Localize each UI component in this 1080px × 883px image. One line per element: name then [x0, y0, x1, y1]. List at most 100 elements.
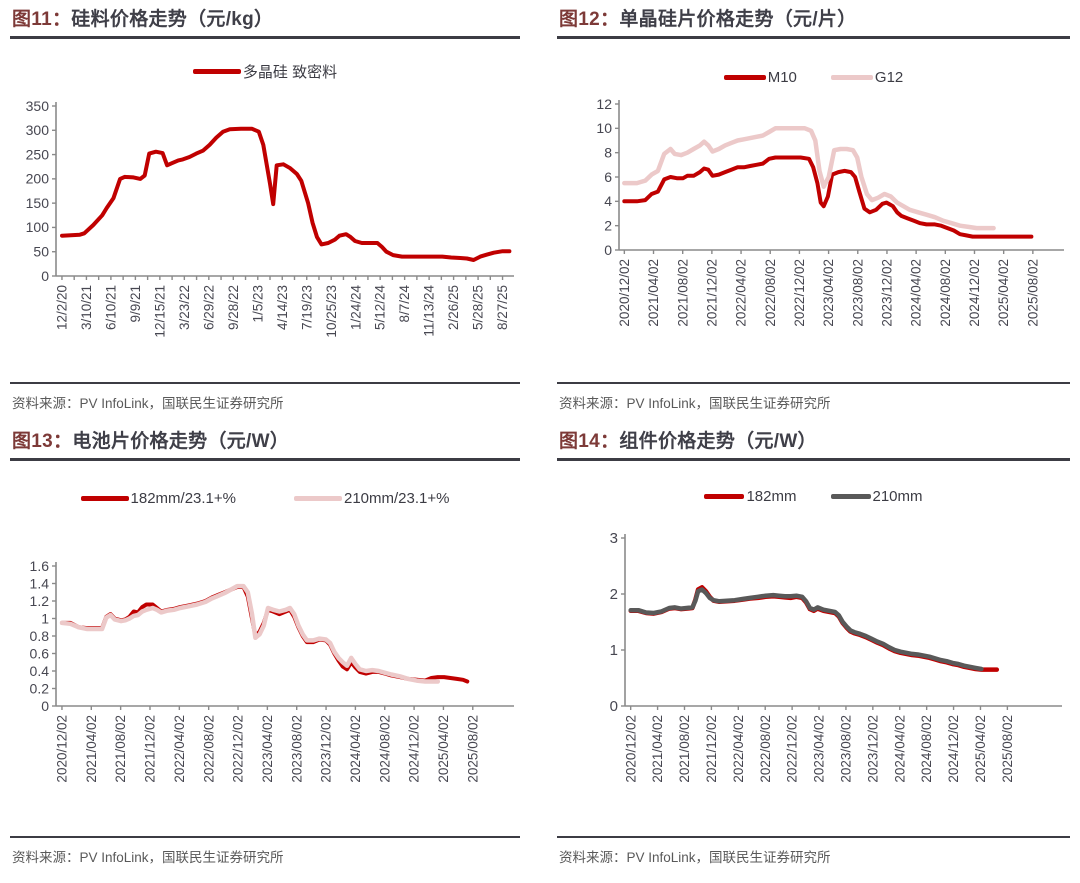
- legend-item: G12: [830, 69, 904, 86]
- y-tick-label: 0.4: [30, 663, 50, 679]
- x-tick-label: 2021/04/02: [646, 259, 661, 327]
- x-tick-label: 2024/08/02: [377, 715, 392, 783]
- legend-item: 182mm: [704, 488, 797, 505]
- figure-12-number: 图12：: [559, 9, 620, 30]
- figure-14-legend: 182mm 210mm: [557, 488, 1070, 505]
- x-tick-label: 2022/08/02: [201, 715, 216, 783]
- x-tick-label: 2021/08/02: [675, 259, 690, 327]
- figure-14-title: 图14：组件价格走势（元/W）: [557, 428, 1070, 461]
- x-tick-label: 2023/04/02: [260, 715, 275, 783]
- x-tick-label: 2025/08/02: [1000, 715, 1015, 783]
- x-tick-label: 2022/08/02: [758, 715, 773, 783]
- y-tick-label: 8: [604, 144, 612, 160]
- x-tick-label: 2023/12/02: [880, 259, 895, 327]
- x-tick-label: 2024/12/02: [407, 715, 422, 783]
- x-tick-label: 10/25/23: [324, 285, 339, 338]
- legend-line-swatch: [723, 75, 766, 80]
- y-tick-label: 0.6: [30, 645, 50, 661]
- x-tick-label: 2022/04/02: [734, 259, 749, 327]
- figure-11-number: 图11：: [12, 9, 72, 30]
- module-price-line-chart: 0 1 2 3 2020/12/02 2021/04/02 2021/08/02 2021/1…: [557, 512, 1070, 806]
- x-tick-label: 2024/12/02: [946, 715, 961, 783]
- figure-14-number: 图14：: [559, 431, 620, 452]
- chart-canvas: 0 1 2 3 2020/12/02 2021/04/02 2021/08/02 2021/1…: [610, 530, 1062, 783]
- legend-line-swatch: [294, 496, 342, 501]
- legend-label: G12: [874, 69, 904, 86]
- x-tick-label: 2024/12/02: [967, 259, 982, 327]
- y-tick-label: 0.2: [30, 680, 50, 696]
- x-tick-label: 2022/04/02: [731, 715, 746, 783]
- y-tick-label: 6: [604, 169, 612, 185]
- figure-panel-14: 图14：组件价格走势（元/W） 182mm 210mm 0 1 2 3 2020/12/0…: [557, 428, 1070, 872]
- x-tick-label: 6/29/22: [201, 285, 216, 330]
- legend-label: 多晶硅 致密料: [242, 64, 338, 81]
- y-tick-label: 4: [604, 193, 612, 209]
- figure-14-title-text: 组件价格走势（元/W）: [619, 431, 817, 452]
- x-tick-label: 2025/04/02: [973, 715, 988, 783]
- x-tick-label: 2025/08/02: [465, 715, 480, 783]
- x-tick-label: 2021/08/02: [113, 715, 128, 783]
- figure-11-title-text: 硅料价格走势（元/kg）: [71, 9, 274, 30]
- chart-canvas: 0 50 100 150 200 250 300 350 12/2/20 3/10/21 6/10/…: [26, 98, 514, 338]
- series-line-M10: [622, 155, 1034, 239]
- x-tick-label: 2024/08/02: [938, 259, 953, 327]
- cell-price-line-chart: 0 0.2 0.4 0.6 0.8 1 1.2 1.4 1.6 2020/12/02 2021/04…: [10, 550, 520, 811]
- x-tick-label: 2021/04/02: [650, 715, 665, 783]
- figure-12-title: 图12：单晶硅片价格走势（元/片）: [557, 6, 1070, 39]
- figure-14-source-note: 资料来源：PV InfoLink，国联民生证券研究所: [557, 836, 1070, 872]
- x-tick-label: 12/15/21: [152, 285, 167, 338]
- x-tick-label: 2024/04/02: [348, 715, 363, 783]
- series-line-多晶硅 致密料: [60, 126, 512, 262]
- legend-item: M10: [723, 69, 797, 86]
- x-tick-label: 2023/04/02: [812, 715, 827, 783]
- y-tick-label: 0: [41, 698, 49, 714]
- x-tick-label: 2023/04/02: [821, 259, 836, 327]
- y-tick-label: 0: [610, 698, 618, 715]
- figure-12-source-note: 资料来源：PV InfoLink，国联民生证券研究所: [557, 382, 1070, 418]
- y-tick-label: 2: [604, 217, 612, 233]
- x-tick-label: 3/10/21: [79, 285, 94, 330]
- x-tick-label: 9/9/21: [128, 285, 143, 323]
- series-line-182mm: [628, 585, 1000, 672]
- x-tick-label: 2/26/25: [446, 285, 461, 330]
- figure-panel-11: 图11：硅料价格走势（元/kg） 多晶硅 致密料 0 50 100 150 200 250…: [10, 6, 520, 418]
- x-tick-label: 2025/04/02: [436, 715, 451, 783]
- figure-13-title-text: 电池片价格走势（元/W）: [72, 431, 290, 452]
- x-tick-label: 2025/04/02: [996, 259, 1011, 327]
- x-tick-label: 2021/04/02: [84, 715, 99, 783]
- y-tick-label: 150: [26, 195, 50, 211]
- legend-item: 210mm: [830, 488, 923, 505]
- x-tick-label: 2021/12/02: [143, 715, 158, 783]
- y-tick-label: 12: [596, 96, 612, 112]
- y-tick-label: 0: [604, 242, 612, 258]
- y-tick-label: 0.8: [30, 628, 50, 644]
- x-tick-label: 8/7/24: [397, 285, 412, 323]
- x-tick-label: 1/5/23: [250, 285, 265, 323]
- legend-label: 210mm/23.1+%: [344, 490, 450, 507]
- y-tick-label: 1: [41, 610, 49, 626]
- y-tick-label: 50: [33, 243, 49, 259]
- legend-item: 182mm/23.1+%: [80, 490, 236, 507]
- wafer-price-line-chart: 0 2 4 6 8 10 12 2020/12/02 2021/04/02 2021/08/02 2…: [557, 90, 1070, 352]
- x-tick-label: 2024/04/02: [892, 715, 907, 783]
- figure-panel-12: 图12：单晶硅片价格走势（元/片） M10 G12 0 2 4 6 8 10 12 2020/1…: [557, 6, 1070, 418]
- figure-11-title: 图11：硅料价格走势（元/kg）: [10, 6, 520, 39]
- x-tick-label: 2022/12/02: [792, 259, 807, 327]
- legend-line-swatch: [192, 69, 241, 74]
- legend-line-swatch: [704, 494, 745, 499]
- x-tick-label: 5/12/24: [373, 285, 388, 331]
- figure-13-title: 图13：电池片价格走势（元/W）: [10, 428, 520, 461]
- x-tick-label: 12/2/20: [55, 285, 70, 330]
- x-tick-label: 2021/08/02: [677, 715, 692, 783]
- legend-item: 210mm/23.1+%: [294, 490, 449, 507]
- x-tick-label: 9/28/22: [226, 285, 241, 330]
- y-tick-label: 300: [26, 122, 50, 138]
- x-tick-label: 2022/04/02: [172, 715, 187, 783]
- series-line-182mm/23.1+%: [60, 585, 470, 684]
- figure-12-legend: M10 G12: [557, 69, 1070, 86]
- x-tick-label: 2020/12/02: [617, 259, 632, 327]
- x-tick-label: 2022/12/02: [231, 715, 246, 783]
- legend-line-swatch: [830, 75, 873, 80]
- legend-label: M10: [767, 69, 797, 86]
